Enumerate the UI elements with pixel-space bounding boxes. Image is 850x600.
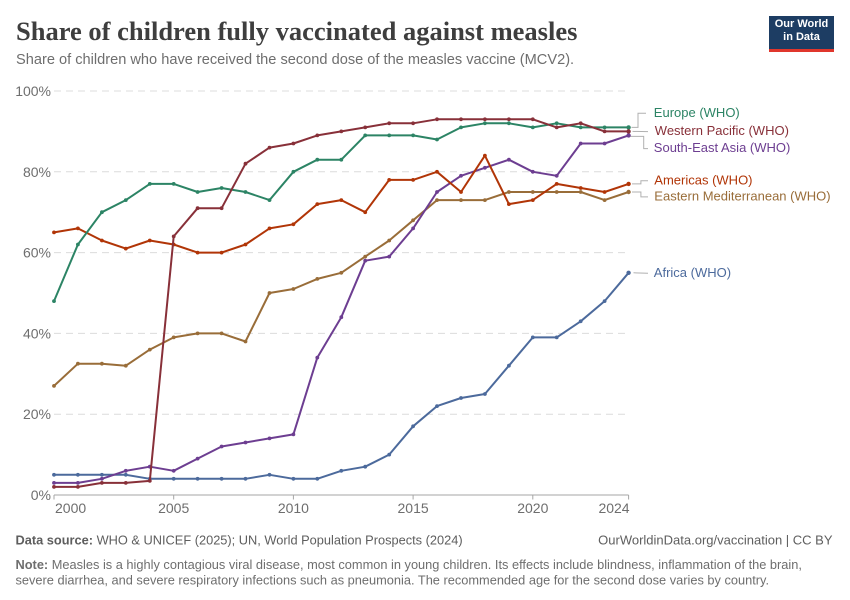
svg-text:60%: 60% xyxy=(23,245,51,261)
svg-text:2015: 2015 xyxy=(398,500,429,516)
svg-text:2010: 2010 xyxy=(278,500,309,516)
svg-text:0%: 0% xyxy=(31,487,51,503)
svg-text:Data source: WHO & UNICEF (202: Data source: WHO & UNICEF (2025); UN, Wo… xyxy=(16,533,463,548)
svg-text:severe diarrhea, and severe re: severe diarrhea, and severe respiratory … xyxy=(16,573,770,588)
svg-text:Africa (WHO): Africa (WHO) xyxy=(654,265,731,280)
svg-text:40%: 40% xyxy=(23,325,51,341)
svg-text:2000: 2000 xyxy=(55,500,86,516)
svg-text:2020: 2020 xyxy=(517,500,548,516)
svg-text:Americas (WHO): Americas (WHO) xyxy=(654,172,752,187)
svg-text:Western Pacific (WHO): Western Pacific (WHO) xyxy=(655,123,789,138)
svg-text:Note: Measles is a highly cont: Note: Measles is a highly contagious vir… xyxy=(16,557,802,572)
svg-text:Eastern Mediterranean (WHO): Eastern Mediterranean (WHO) xyxy=(654,189,830,204)
svg-text:100%: 100% xyxy=(15,83,51,99)
svg-text:2024: 2024 xyxy=(598,500,629,516)
svg-text:2005: 2005 xyxy=(158,500,189,516)
svg-text:20%: 20% xyxy=(23,406,51,422)
svg-text:Europe (WHO): Europe (WHO) xyxy=(654,105,740,120)
svg-text:South-East Asia (WHO): South-East Asia (WHO) xyxy=(654,140,791,155)
svg-text:OurWorldinData.org/vaccination: OurWorldinData.org/vaccination | CC BY xyxy=(598,533,833,548)
svg-text:80%: 80% xyxy=(23,164,51,180)
